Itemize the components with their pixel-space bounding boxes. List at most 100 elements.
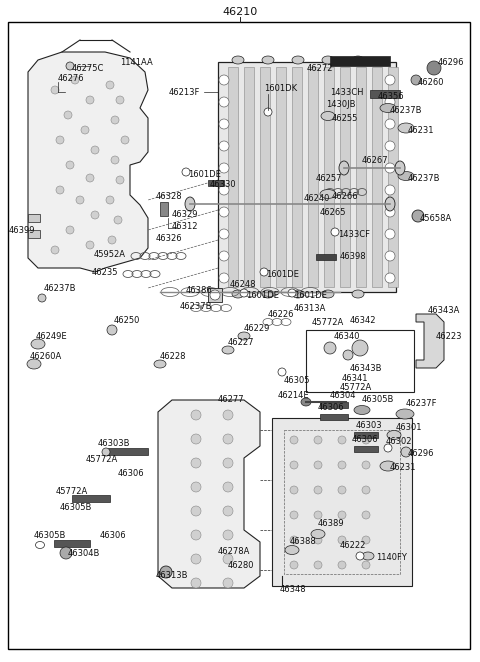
Ellipse shape xyxy=(191,482,201,492)
Ellipse shape xyxy=(56,186,64,194)
Ellipse shape xyxy=(311,530,325,538)
Ellipse shape xyxy=(219,119,229,129)
Bar xyxy=(356,67,366,287)
Ellipse shape xyxy=(238,332,250,340)
Text: 46306: 46306 xyxy=(100,532,127,540)
Bar xyxy=(308,67,318,287)
Text: 46267: 46267 xyxy=(362,156,389,164)
Ellipse shape xyxy=(396,409,414,419)
Ellipse shape xyxy=(27,359,41,369)
Bar xyxy=(324,67,334,287)
Ellipse shape xyxy=(182,168,190,176)
Text: 46278A: 46278A xyxy=(218,547,251,557)
Ellipse shape xyxy=(385,163,395,173)
Ellipse shape xyxy=(354,406,370,414)
Ellipse shape xyxy=(385,207,395,217)
Text: 46277: 46277 xyxy=(218,395,245,404)
Text: 1601DE: 1601DE xyxy=(188,169,221,179)
Text: 46237B: 46237B xyxy=(44,283,76,293)
Ellipse shape xyxy=(387,430,401,440)
Ellipse shape xyxy=(219,97,229,107)
Text: 46305B: 46305B xyxy=(362,395,395,404)
Bar xyxy=(28,214,40,222)
Ellipse shape xyxy=(219,251,229,261)
Ellipse shape xyxy=(427,61,441,75)
Ellipse shape xyxy=(385,273,395,283)
Bar xyxy=(160,202,168,216)
Ellipse shape xyxy=(260,268,268,276)
Ellipse shape xyxy=(232,56,244,64)
Bar xyxy=(72,495,110,502)
Ellipse shape xyxy=(81,126,89,134)
Ellipse shape xyxy=(210,290,220,300)
Ellipse shape xyxy=(385,141,395,151)
Polygon shape xyxy=(416,314,444,368)
Ellipse shape xyxy=(111,116,119,124)
Ellipse shape xyxy=(290,536,298,544)
Text: 46389: 46389 xyxy=(318,520,345,528)
Ellipse shape xyxy=(290,461,298,469)
Ellipse shape xyxy=(56,136,64,144)
Ellipse shape xyxy=(285,545,299,555)
Text: 46237B: 46237B xyxy=(408,173,441,183)
Ellipse shape xyxy=(223,530,233,540)
Ellipse shape xyxy=(108,236,116,244)
Ellipse shape xyxy=(290,436,298,444)
Text: 1601DE: 1601DE xyxy=(266,269,299,279)
Ellipse shape xyxy=(338,436,346,444)
Text: 46341: 46341 xyxy=(342,373,369,383)
Text: 1433CF: 1433CF xyxy=(338,230,370,238)
Text: 46302: 46302 xyxy=(386,438,412,446)
Text: 46399: 46399 xyxy=(9,226,35,234)
Text: 46343B: 46343B xyxy=(350,363,383,373)
Text: 46237B: 46237B xyxy=(390,105,422,115)
Ellipse shape xyxy=(314,536,322,544)
Ellipse shape xyxy=(314,461,322,469)
Ellipse shape xyxy=(385,185,395,195)
Text: 46356: 46356 xyxy=(378,91,405,101)
Ellipse shape xyxy=(191,554,201,564)
Ellipse shape xyxy=(356,552,364,560)
Text: 46313A: 46313A xyxy=(294,303,326,312)
Bar xyxy=(320,402,348,408)
Text: 46223: 46223 xyxy=(436,332,463,340)
Ellipse shape xyxy=(314,511,322,519)
Text: 46275C: 46275C xyxy=(72,64,104,73)
Text: 46248: 46248 xyxy=(230,279,256,289)
Text: 46260A: 46260A xyxy=(30,352,62,361)
Ellipse shape xyxy=(219,229,229,239)
Ellipse shape xyxy=(292,290,304,298)
Bar xyxy=(208,288,222,302)
Ellipse shape xyxy=(154,360,166,368)
Ellipse shape xyxy=(223,554,233,564)
Bar xyxy=(316,254,336,260)
Text: 46222: 46222 xyxy=(340,542,366,551)
Text: 46388: 46388 xyxy=(290,538,317,547)
Text: 45772A: 45772A xyxy=(56,487,88,496)
Text: 46340: 46340 xyxy=(334,332,360,340)
Ellipse shape xyxy=(398,123,414,133)
Bar xyxy=(28,230,40,238)
Text: 45772A: 45772A xyxy=(312,318,344,326)
Text: 1601DK: 1601DK xyxy=(264,83,297,93)
Text: 1141AA: 1141AA xyxy=(120,58,153,66)
Bar xyxy=(388,67,398,287)
Ellipse shape xyxy=(380,103,396,113)
Text: 46306: 46306 xyxy=(118,469,144,479)
Text: 46326: 46326 xyxy=(156,234,182,242)
Bar xyxy=(306,330,414,392)
Ellipse shape xyxy=(385,119,395,129)
Ellipse shape xyxy=(385,251,395,261)
Ellipse shape xyxy=(232,290,244,298)
Ellipse shape xyxy=(362,561,370,569)
Bar xyxy=(218,62,396,292)
Text: 46313B: 46313B xyxy=(156,571,189,581)
Text: 45772A: 45772A xyxy=(340,383,372,393)
Ellipse shape xyxy=(385,197,395,211)
Ellipse shape xyxy=(51,246,59,254)
Text: 45772A: 45772A xyxy=(86,455,118,465)
Bar xyxy=(272,418,412,586)
Ellipse shape xyxy=(86,241,94,249)
Ellipse shape xyxy=(114,216,122,224)
Ellipse shape xyxy=(411,75,421,85)
